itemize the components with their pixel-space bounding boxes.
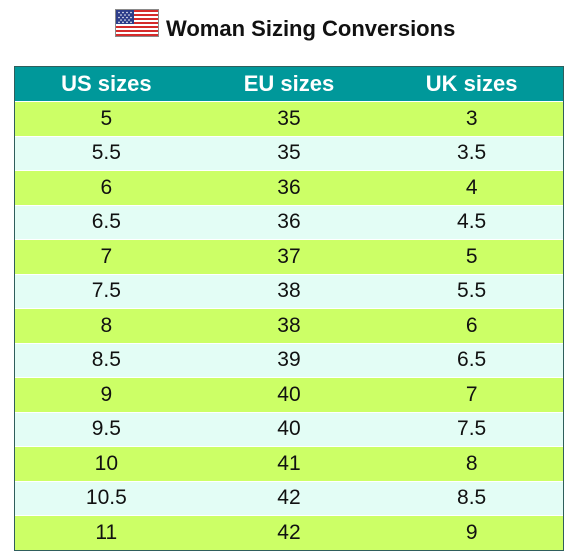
table-row: 8.5 39 6.5 [15,342,563,378]
column-header-uk: UK sizes [380,67,563,102]
cell-uk-size: 3.5 [380,135,563,171]
table-row: 9 40 7 [15,377,563,412]
cell-uk-size: 6.5 [380,342,563,378]
table-row: 10.5 42 8.5 [15,480,563,516]
cell-eu-size: 35 [197,101,381,136]
cell-eu-size: 36 [197,170,381,205]
table-row: 5 35 3 [15,101,563,136]
table-row: 8 38 6 [15,308,563,343]
cell-us-size: 11 [15,515,198,550]
cell-us-size: 10 [15,446,198,481]
cell-eu-size: 42 [197,480,381,516]
table-row: 5.5 35 3.5 [15,135,563,171]
table-body: 5 35 3 5.5 35 3.5 6 36 4 6.5 36 4.5 7 37 5 7.5 38 5.5 8 38 6… [15,101,563,550]
cell-uk-size: 6 [380,308,563,343]
us-flag-icon [115,9,159,37]
cell-uk-size: 5 [380,239,563,274]
column-header-eu: EU sizes [197,67,381,102]
cell-us-size: 6.5 [15,204,198,240]
cell-us-size: 9 [15,377,198,412]
cell-uk-size: 5.5 [380,273,563,309]
table-row: 7.5 38 5.5 [15,273,563,309]
cell-us-size: 6 [15,170,198,205]
cell-eu-size: 42 [197,515,381,550]
cell-us-size: 8.5 [15,342,198,378]
cell-uk-size: 8.5 [380,480,563,516]
cell-uk-size: 7.5 [380,411,563,447]
table-row: 9.5 40 7.5 [15,411,563,447]
cell-us-size: 10.5 [15,480,198,516]
table-row: 7 37 5 [15,239,563,274]
table-row: 11 42 9 [15,515,563,550]
cell-uk-size: 8 [380,446,563,481]
cell-uk-size: 3 [380,101,563,136]
table-row: 6 36 4 [15,170,563,205]
cell-eu-size: 35 [197,135,381,171]
column-header-us: US sizes [15,67,198,102]
cell-eu-size: 37 [197,239,381,274]
page-header: Woman Sizing Conversions [0,0,577,60]
cell-eu-size: 40 [197,411,381,447]
table-row: 10 41 8 [15,446,563,481]
cell-us-size: 5.5 [15,135,198,171]
table-header-row: US sizes EU sizes UK sizes [15,67,563,102]
cell-uk-size: 4 [380,170,563,205]
cell-us-size: 8 [15,308,198,343]
cell-uk-size: 9 [380,515,563,550]
cell-uk-size: 7 [380,377,563,412]
cell-us-size: 7 [15,239,198,274]
cell-eu-size: 40 [197,377,381,412]
table-row: 6.5 36 4.5 [15,204,563,240]
size-conversion-table: US sizes EU sizes UK sizes 5 35 3 5.5 35 3.5 6… [14,66,564,551]
page-title: Woman Sizing Conversions [166,16,456,41]
cell-us-size: 5 [15,101,198,136]
cell-eu-size: 36 [197,204,381,240]
cell-eu-size: 41 [197,446,381,481]
cell-us-size: 7.5 [15,273,198,309]
cell-eu-size: 38 [197,273,381,309]
cell-eu-size: 39 [197,342,381,378]
cell-uk-size: 4.5 [380,204,563,240]
cell-eu-size: 38 [197,308,381,343]
cell-us-size: 9.5 [15,411,198,447]
